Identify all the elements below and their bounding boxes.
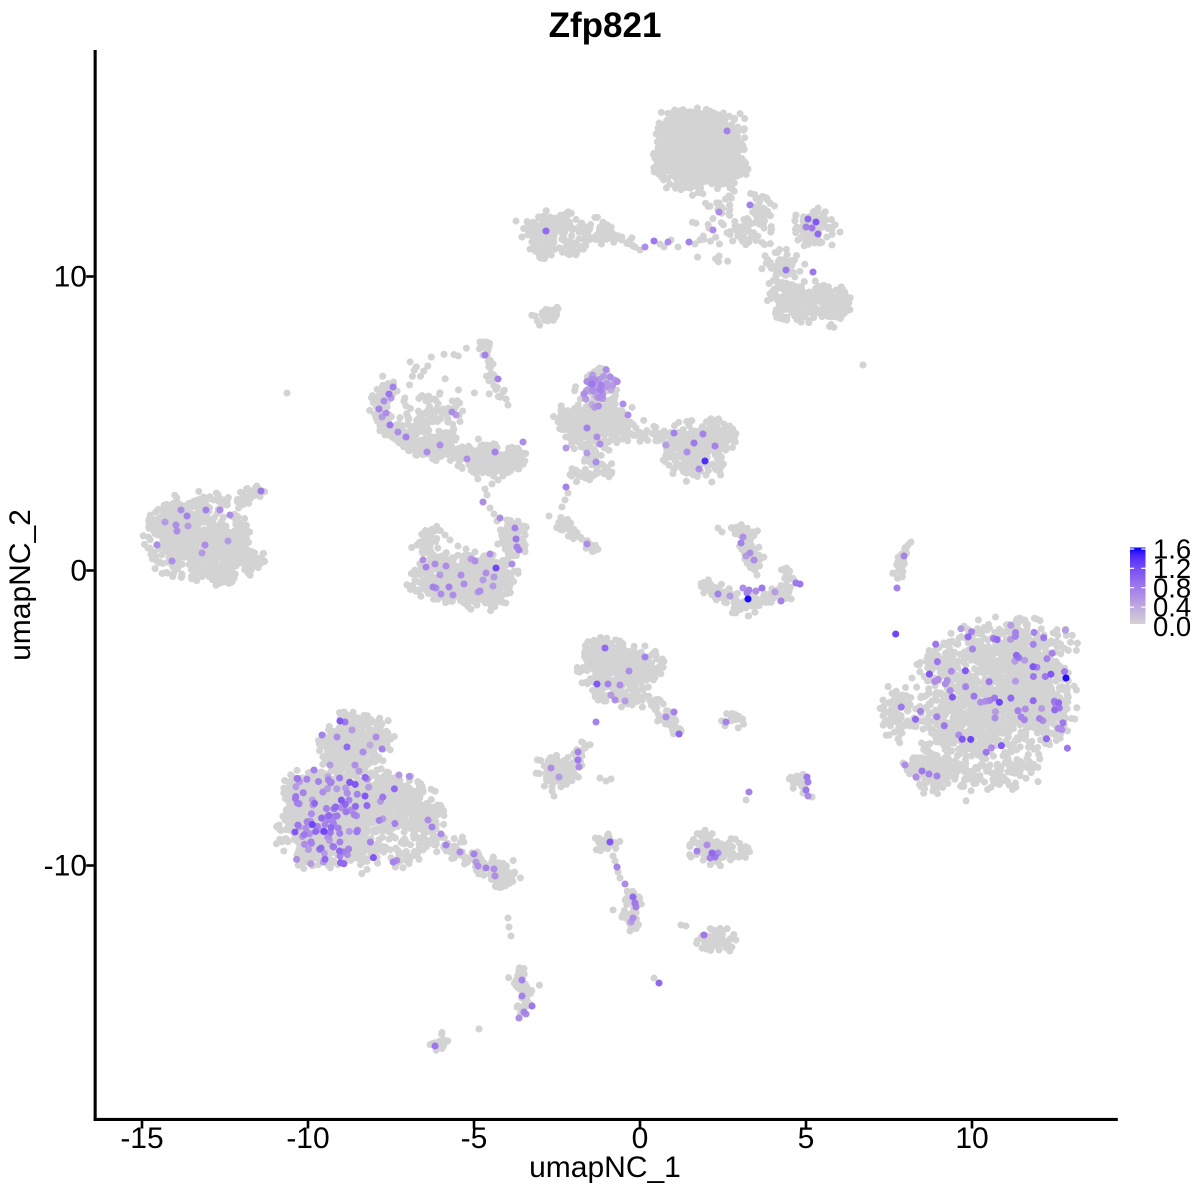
svg-text:0.8: 0.8	[1153, 572, 1191, 603]
svg-text:1.6: 1.6	[1153, 534, 1191, 565]
svg-text:-10: -10	[44, 850, 87, 883]
svg-text:-10: -10	[286, 1122, 329, 1155]
svg-text:Zfp821: Zfp821	[549, 6, 662, 45]
svg-text:umapNC_2: umapNC_2	[4, 509, 37, 661]
svg-text:-5: -5	[461, 1122, 488, 1155]
svg-text:0: 0	[632, 1122, 649, 1155]
svg-text:1.2: 1.2	[1153, 553, 1191, 584]
svg-text:0.0: 0.0	[1153, 611, 1191, 642]
svg-text:0: 0	[70, 555, 87, 588]
svg-text:-15: -15	[120, 1122, 163, 1155]
svg-text:umapNC_1: umapNC_1	[529, 1151, 681, 1184]
svg-text:10: 10	[54, 261, 87, 294]
svg-text:0.4: 0.4	[1153, 592, 1191, 623]
svg-text:5: 5	[798, 1122, 815, 1155]
svg-text:10: 10	[955, 1122, 988, 1155]
